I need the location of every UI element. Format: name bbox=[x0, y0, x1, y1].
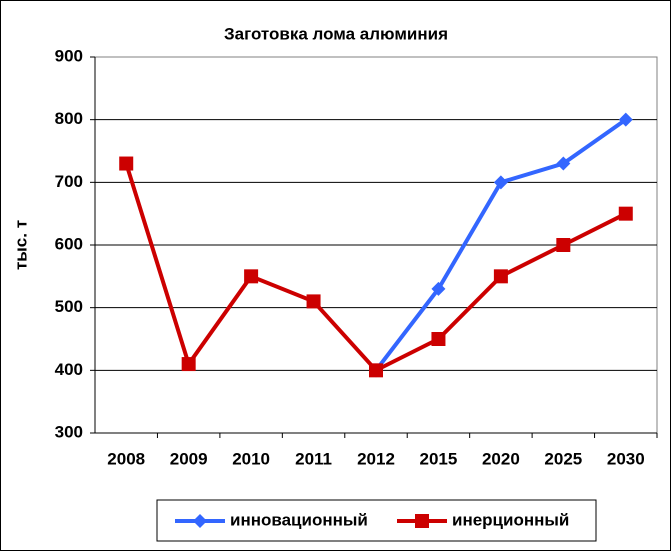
chart-title: Заготовка лома алюминия bbox=[224, 24, 448, 43]
x-tick-label: 2030 bbox=[607, 449, 645, 468]
marker bbox=[493, 269, 508, 284]
marker bbox=[244, 269, 259, 284]
y-tick-label: 600 bbox=[55, 234, 83, 253]
x-tick-label: 2009 bbox=[170, 449, 208, 468]
marker bbox=[431, 332, 446, 346]
x-tick-label: 2020 bbox=[482, 449, 520, 468]
x-tick-label: 2011 bbox=[295, 449, 332, 468]
y-tick-label: 700 bbox=[55, 172, 83, 191]
legend-label: инерционный bbox=[452, 510, 569, 529]
marker bbox=[618, 206, 633, 221]
marker bbox=[306, 294, 321, 309]
y-tick-label: 900 bbox=[55, 46, 83, 65]
marker bbox=[556, 238, 571, 252]
legend-label: инновационный bbox=[230, 510, 368, 529]
marker bbox=[119, 156, 134, 171]
marker bbox=[493, 175, 508, 190]
marker bbox=[181, 357, 196, 372]
x-tick-label: 2015 bbox=[420, 449, 458, 468]
marker bbox=[618, 112, 633, 127]
y-tick-label: 800 bbox=[55, 109, 83, 128]
x-tick-label: 2012 bbox=[357, 449, 395, 468]
y-tick-label: 400 bbox=[55, 360, 83, 379]
marker bbox=[369, 363, 383, 378]
marker bbox=[556, 156, 571, 171]
y-tick-label: 300 bbox=[55, 422, 83, 441]
x-tick-label: 2008 bbox=[107, 449, 145, 468]
legend bbox=[156, 499, 597, 542]
y-axis-label: тыс. т bbox=[11, 220, 30, 270]
x-tick-label: 2010 bbox=[232, 449, 270, 468]
legend-marker bbox=[415, 514, 429, 528]
y-tick-label: 500 bbox=[55, 297, 83, 316]
marker bbox=[431, 281, 446, 296]
x-tick-label: 2025 bbox=[544, 449, 582, 468]
legend-marker bbox=[193, 514, 207, 528]
